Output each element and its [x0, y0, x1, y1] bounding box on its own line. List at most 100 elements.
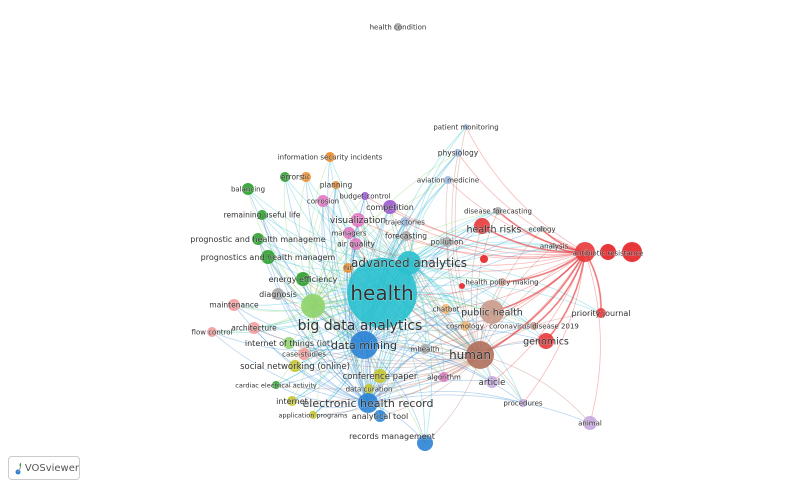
- node-label[interactable]: flow control: [191, 328, 233, 337]
- node-label[interactable]: mhealth: [410, 345, 440, 354]
- node-label[interactable]: disease forecasting: [464, 207, 533, 216]
- node-label[interactable]: competition: [366, 202, 415, 212]
- node-label[interactable]: remaining useful life: [223, 210, 301, 220]
- node-label[interactable]: balancing: [230, 185, 265, 194]
- node-tic[interactable]: [301, 172, 311, 182]
- node-label[interactable]: budget control: [339, 192, 391, 201]
- node-label[interactable]: human: [449, 348, 492, 363]
- node-information-security-incidents[interactable]: [325, 152, 335, 162]
- node-electronic-health-record[interactable]: [358, 393, 378, 413]
- node-label[interactable]: application programs: [278, 411, 349, 420]
- node-records-management[interactable]: [417, 435, 433, 451]
- node-label[interactable]: public health: [461, 307, 524, 319]
- node-aviation-medicine[interactable]: [444, 176, 452, 184]
- node-health-policy-making[interactable]: [498, 278, 506, 286]
- node-priority-journal[interactable]: [596, 308, 606, 318]
- node-analytical-tool[interactable]: [374, 410, 386, 422]
- node-corrosion[interactable]: [317, 195, 329, 207]
- node-planning[interactable]: [332, 181, 340, 189]
- node-animal[interactable]: [583, 416, 597, 430]
- node-application-programs[interactable]: [309, 411, 317, 419]
- node-visualization[interactable]: [351, 213, 365, 227]
- node-managers[interactable]: [343, 227, 355, 239]
- node-label[interactable]: chatbot: [432, 305, 460, 314]
- node-procedures[interactable]: [519, 399, 527, 407]
- node-label[interactable]: case-studies: [282, 350, 327, 359]
- node-label[interactable]: advanced analytics: [350, 256, 467, 271]
- node-health[interactable]: [347, 258, 417, 328]
- node-internet-of-things-iot[interactable]: [283, 337, 295, 349]
- node-human[interactable]: [466, 341, 494, 369]
- node-genomics[interactable]: [538, 333, 554, 349]
- node-label[interactable]: analysis: [539, 242, 569, 251]
- node-label[interactable]: forecasting: [385, 231, 428, 241]
- node-label[interactable]: conference paper: [342, 371, 418, 382]
- node-label[interactable]: visualization: [329, 216, 386, 227]
- node-label[interactable]: electronic health record: [302, 396, 434, 410]
- node-big-data-analytics[interactable]: [301, 294, 325, 318]
- node-cardiac-electrical-activity[interactable]: [272, 381, 280, 389]
- node-label[interactable]: priority journal: [571, 308, 631, 318]
- node-label[interactable]: big data analytics: [297, 317, 423, 334]
- node-label[interactable]: social networking (online): [240, 361, 351, 372]
- node-data-curation[interactable]: [364, 384, 374, 394]
- node-label[interactable]: aviation medicine: [416, 176, 479, 185]
- node-label[interactable]: prognostics and health managem: [200, 252, 336, 262]
- node-prognostics-and-health-managem[interactable]: [261, 250, 275, 264]
- node-label[interactable]: corrosion: [306, 197, 339, 206]
- node-energy-efficiency[interactable]: [296, 272, 310, 286]
- node[interactable]: [459, 283, 465, 289]
- node-mhealth[interactable]: [420, 344, 430, 354]
- node-budget-control[interactable]: [361, 192, 369, 200]
- node-label[interactable]: errors: [280, 172, 303, 182]
- node-label[interactable]: prognostic and health manageme: [190, 234, 327, 244]
- node-architecture[interactable]: [248, 322, 260, 334]
- node-label[interactable]: energy efficiency: [268, 274, 338, 284]
- node-label[interactable]: article: [478, 377, 506, 388]
- node-ecology[interactable]: [539, 226, 545, 232]
- node-health-condition[interactable]: [394, 23, 402, 31]
- node-label[interactable]: tic: [302, 174, 310, 182]
- node-label[interactable]: coronavirus disease 2019: [489, 322, 580, 331]
- node-label[interactable]: data curation: [345, 385, 393, 394]
- node-label[interactable]: maintenance: [209, 300, 260, 310]
- node-label[interactable]: health risks: [466, 224, 522, 236]
- node-forecasting[interactable]: [401, 231, 411, 241]
- node-antibiotic-resistance[interactable]: [575, 242, 595, 262]
- node-flow-control[interactable]: [207, 327, 217, 337]
- node[interactable]: [480, 255, 488, 263]
- node-label[interactable]: cosmology: [446, 322, 485, 331]
- node-label[interactable]: information security incidents: [277, 153, 383, 162]
- node-errors[interactable]: [280, 172, 290, 182]
- node-physiology[interactable]: [454, 149, 462, 157]
- node-cosmology[interactable]: [460, 321, 470, 331]
- node-chatbot[interactable]: [441, 304, 451, 314]
- node-health-risks[interactable]: [474, 218, 490, 234]
- node-label[interactable]: patient monitoring: [433, 123, 499, 132]
- node-case-studies[interactable]: [298, 348, 310, 360]
- node[interactable]: [600, 244, 616, 260]
- node[interactable]: [622, 242, 642, 262]
- node-label[interactable]: antibiotic resistance: [572, 249, 644, 258]
- node-label[interactable]: physiology: [437, 148, 479, 158]
- node-pollution[interactable]: [442, 237, 452, 247]
- node-label[interactable]: architecture: [231, 323, 278, 333]
- node-competition[interactable]: [383, 200, 397, 214]
- node-label[interactable]: diagnosis: [259, 289, 298, 299]
- node-coronavirus-disease-2019[interactable]: [530, 322, 538, 330]
- node-label[interactable]: air quality: [337, 239, 376, 249]
- node-label[interactable]: records management: [349, 431, 436, 441]
- node-label[interactable]: genomics: [523, 336, 570, 348]
- node-air-quality[interactable]: [350, 238, 362, 250]
- node-label[interactable]: pollution: [430, 237, 464, 247]
- node-label[interactable]: analytical tool: [351, 411, 408, 421]
- node-label[interactable]: health policy making: [465, 278, 539, 287]
- node-diagnosis[interactable]: [272, 288, 284, 300]
- node-label[interactable]: planning: [319, 180, 353, 190]
- node-analysis[interactable]: [551, 243, 557, 249]
- node-label[interactable]: procedures: [503, 399, 544, 408]
- node-disease-forecasting[interactable]: [494, 207, 502, 215]
- node-label[interactable]: trajectories: [385, 218, 426, 227]
- node-label[interactable]: internet: [276, 396, 309, 406]
